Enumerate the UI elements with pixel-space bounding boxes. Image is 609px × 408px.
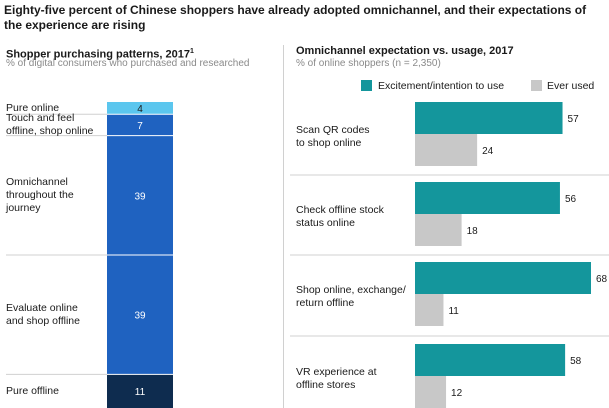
- left-panel-subtitle: % of digital consumers who purchased and…: [6, 58, 250, 69]
- excitement-bar-1: [415, 182, 560, 214]
- excitement-value-label-3: 58: [570, 356, 582, 367]
- excitement-bar-0: [415, 102, 563, 134]
- legend-swatch-ever-used: [531, 80, 542, 91]
- excitement-bar-2: [415, 262, 591, 294]
- legend-label-ever-used: Ever used: [547, 80, 595, 92]
- right-panel-subtitle: % of online shoppers (n = 2,350): [296, 58, 441, 69]
- ever-used-value-label-1: 18: [467, 226, 479, 237]
- panel-divider: [283, 45, 284, 408]
- stack-value-label-1: 7: [137, 121, 143, 132]
- stack-value-label-3: 39: [134, 311, 146, 322]
- ever-used-bar-0: [415, 134, 478, 166]
- category-label-2: Shop online, exchange/return offline: [296, 284, 406, 309]
- stack-category-label-2: Omnichannel throughout the journey: [6, 175, 74, 214]
- excitement-value-label-2: 68: [596, 274, 608, 285]
- stack-category-label-1: Touch and feel offline, shop online: [6, 111, 94, 137]
- stack-segment-1: [107, 114, 173, 136]
- stack-value-label-4: 11: [135, 387, 146, 398]
- legend-swatch-excitement: [361, 80, 372, 91]
- ever-used-value-label-3: 12: [451, 388, 463, 399]
- excitement-value-label-0: 57: [568, 114, 580, 125]
- ever-used-bar-2: [415, 294, 444, 326]
- stack-category-label-4: Pure offline: [6, 384, 59, 397]
- left-panel-title: Shopper purchasing patterns, 20171: [6, 45, 194, 62]
- category-label-1: Check offline stock status online: [296, 204, 384, 229]
- category-label-0: Scan QR codes to shop online: [296, 124, 370, 149]
- ever-used-value-label-0: 24: [482, 146, 494, 157]
- stack-category-label-3: Evaluate online and shop offline: [6, 301, 80, 327]
- left-panel-title-text: Shopper purchasing patterns, 2017: [6, 48, 190, 61]
- footnote-marker: 1: [190, 48, 194, 55]
- stack-segment-4: [107, 374, 173, 408]
- excitement-value-label-1: 56: [565, 194, 577, 205]
- stack-value-label-0: 4: [137, 104, 143, 115]
- stack-segment-3: [107, 255, 173, 375]
- stack-segment-2: [107, 135, 173, 255]
- right-panel-title: Omnichannel expectation vs. usage, 2017: [296, 45, 514, 57]
- excitement-bar-3: [415, 344, 566, 376]
- chart-title: Eighty-five percent of Chinese shoppers …: [4, 3, 587, 32]
- stack-category-label-0: Pure online: [6, 101, 60, 114]
- ever-used-bar-1: [415, 214, 462, 246]
- legend-label-excitement: Excitement/intention to use: [378, 80, 505, 92]
- stack-segment-0: [107, 102, 173, 115]
- ever-used-bar-3: [415, 376, 447, 408]
- stack-value-label-2: 39: [134, 191, 146, 202]
- ever-used-value-label-2: 11: [448, 306, 459, 317]
- category-label-3: VR experience at offline stores: [296, 366, 377, 391]
